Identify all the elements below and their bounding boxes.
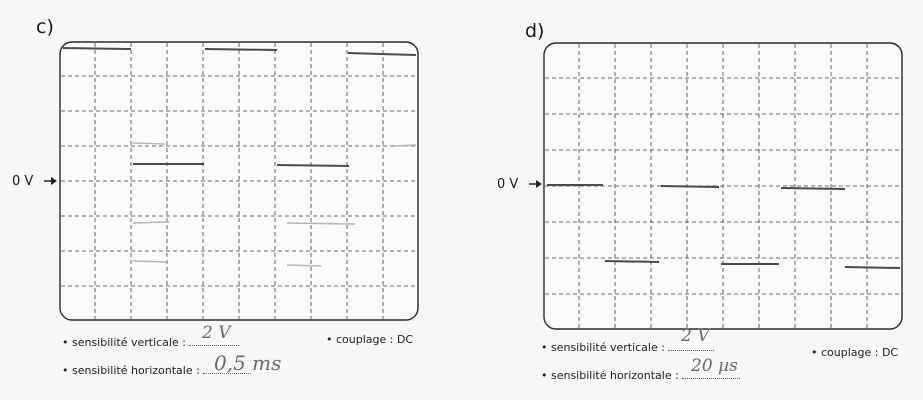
trace-segment: [204, 48, 278, 51]
coupling-label: • couplage : DC: [326, 333, 414, 346]
horizontal-sensitivity-value: 0,5 ms: [214, 351, 282, 375]
horizontal-sensitivity-row: • sensibilité horizontale : 0,5 ms: [62, 351, 281, 377]
trace-segment: [780, 187, 846, 190]
faint-trace-segment: [286, 222, 356, 225]
grid: [61, 43, 417, 319]
oscilloscope-screen: [543, 42, 903, 330]
oscillogram-panel-c: c) 0 V: [0, 0, 461, 400]
signal-trace: [62, 47, 417, 167]
arrow-right-icon: [529, 180, 542, 188]
arrow-right-icon: [44, 177, 57, 185]
vertical-sensitivity-label: • sensibilité verticale :: [62, 336, 186, 349]
panel-label: c): [36, 16, 54, 38]
dotted-line: [189, 333, 240, 346]
horizontal-sensitivity-value: 20 µs: [691, 356, 738, 376]
faint-trace: [132, 142, 417, 267]
oscilloscope-screen: [59, 41, 419, 321]
trace-segment: [347, 52, 417, 56]
vertical-sensitivity-value: 2 V: [202, 323, 231, 343]
faint-trace-segment: [132, 142, 166, 145]
oscillogram-panel-d: d) 0 V: [461, 0, 923, 400]
trace-segment: [276, 164, 350, 167]
trace-segment: [62, 47, 132, 50]
dotted-line: [682, 366, 741, 379]
zero-volt-label: 0 V: [12, 174, 34, 189]
panel-label: d): [525, 20, 545, 42]
trace-segment: [660, 185, 720, 188]
dotted-line: [203, 361, 252, 374]
coupling-label: • couplage : DC: [811, 346, 899, 359]
signal-trace: [547, 184, 901, 269]
vertical-sensitivity-row: • sensibilité verticale : 2 V: [541, 326, 715, 354]
horizontal-sensitivity-row: • sensibilité horizontale : 20 µs: [541, 356, 741, 382]
faint-trace-segment: [132, 221, 170, 224]
vertical-sensitivity-row: • sensibilité verticale : 2 V: [62, 323, 240, 349]
faint-trace-segment: [286, 264, 322, 267]
faint-trace-segment: [393, 144, 417, 147]
dotted-line: [668, 338, 715, 351]
trace-segment: [604, 260, 660, 263]
vertical-sensitivity-value: 2 V: [681, 326, 710, 346]
horizontal-sensitivity-label: • sensibilité horizontale :: [62, 364, 200, 377]
horizontal-sensitivity-label: • sensibilité horizontale :: [541, 369, 679, 382]
zero-volt-label: 0 V: [497, 177, 519, 192]
trace-segment: [844, 266, 901, 269]
vertical-sensitivity-label: • sensibilité verticale :: [541, 341, 665, 354]
faint-trace-segment: [132, 260, 168, 263]
